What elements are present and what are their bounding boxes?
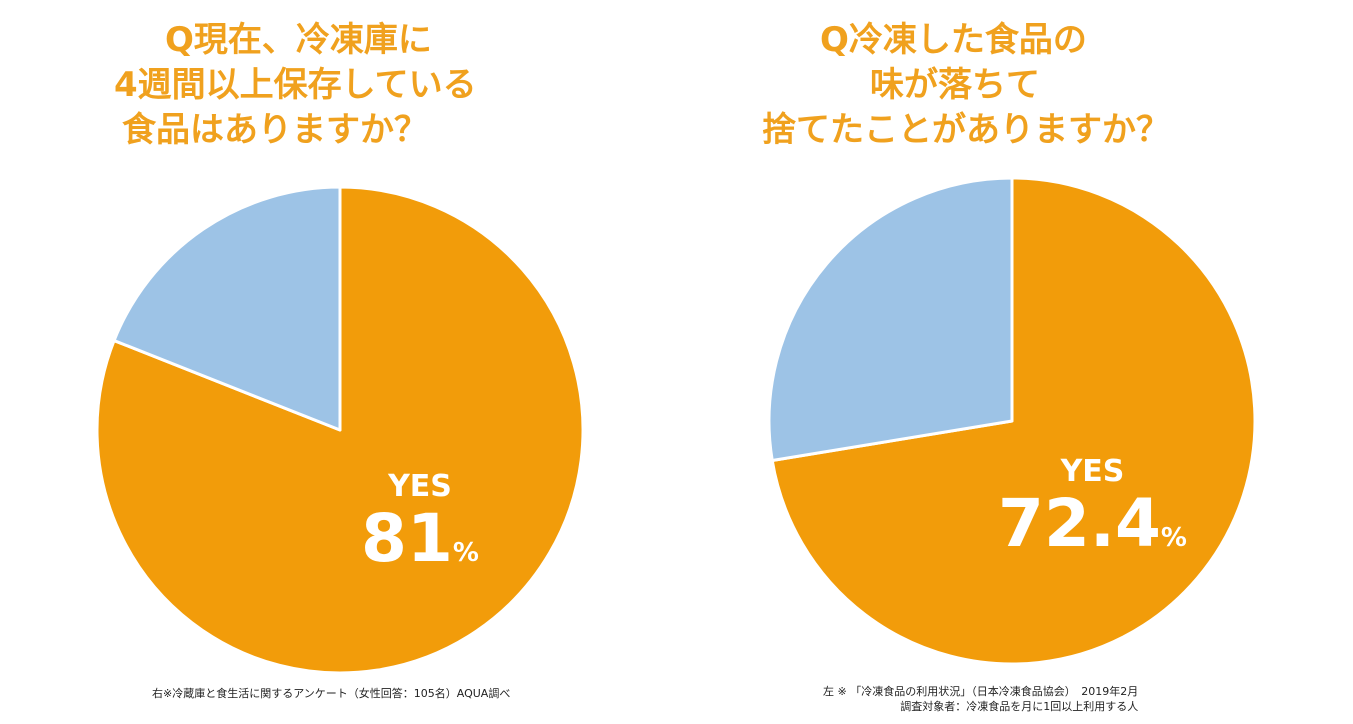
left-yes-value: 81% [350, 504, 490, 588]
right-title-line-1: Q冷凍した食品の [820, 20, 1087, 60]
yes-slice [770, 176, 1257, 666]
right-pie-chart [767, 176, 1257, 666]
left-pie-chart [95, 185, 585, 675]
other-slice [112, 185, 342, 432]
other-slice [767, 176, 1014, 463]
left-percent-sign: % [452, 538, 479, 568]
left-yes-label: YES [388, 469, 452, 504]
right-title-line-3: 捨てたことがありますか？ [762, 110, 1170, 150]
right-source-note: 左 ※ 「冷凍食品の利用状況」（日本冷凍食品協会） 2019年2月 調査対象者：… [823, 684, 1138, 714]
right-source-note-line-1: 左 ※ 「冷凍食品の利用状況」（日本冷凍食品協会） 2019年2月 [823, 685, 1139, 698]
left-title-line-2: 4週間以上保存している [114, 65, 477, 105]
right-yes-label: YES [1060, 454, 1125, 489]
left-title-line-3: 食品はありますか？ [122, 110, 428, 150]
right-percent-sign: % [1160, 523, 1187, 553]
right-yes-number: 72.4 [998, 485, 1161, 562]
yes-slice [95, 185, 585, 675]
left-title-line-1: Q現在、冷凍庫に [165, 20, 432, 60]
left-chart-title: Q現在、冷凍庫に 4週間以上保存している 食品はありますか？ [0, 18, 630, 153]
right-chart-title: Q冷凍した食品の 味が落ちて 捨てたことがありますか？ [700, 18, 1353, 153]
left-yes-slice-label: YES 81% [350, 470, 490, 588]
right-yes-value: 72.4% [985, 489, 1200, 573]
right-yes-slice-label: YES 72.4% [985, 455, 1200, 573]
left-source-note: 右※冷蔵庫と食生活に関するアンケート（女性回答：105名）AQUA調べ [152, 687, 511, 700]
right-source-note-line-2: 調査対象者：冷凍食品を月に1回以上利用する人 [900, 700, 1139, 713]
right-title-line-2: 味が落ちて [870, 65, 1040, 105]
left-yes-number: 81 [361, 500, 453, 577]
